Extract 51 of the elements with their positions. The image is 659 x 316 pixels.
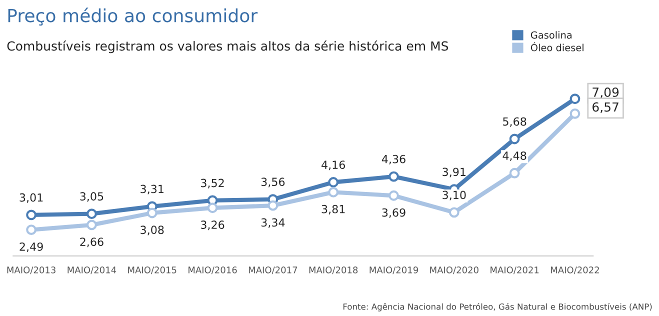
legend-label: Óleo diesel (530, 42, 584, 52)
data-label: 3,56 (261, 178, 285, 188)
data-label: 4,48 (502, 151, 526, 162)
point (388, 171, 399, 182)
point (86, 220, 97, 230)
point (570, 108, 580, 119)
x-tick-label: MAIO/2013 (7, 266, 56, 274)
data-label: 3,26 (201, 220, 224, 230)
data-label: 3,69 (382, 208, 406, 218)
data-label: 3,34 (261, 218, 285, 228)
data-label: 3,91 (442, 168, 466, 178)
data-label: 3,05 (80, 192, 104, 202)
data-label: 4,16 (322, 160, 346, 170)
chart-subtitle: Combustíveis registram os valores mais altos da série histórica em MS (7, 40, 448, 54)
point (388, 190, 399, 201)
data-label: 3,10 (442, 190, 466, 200)
point (509, 168, 520, 178)
x-tick-label: MAIO/2017 (248, 266, 298, 274)
source-note: Fonte: Agência Nacional do Petróleo, Gás Natural e Biocombustíveis (ANP) (343, 303, 652, 312)
point (328, 177, 339, 188)
x-tick-label: MAIO/2015 (128, 266, 176, 274)
point (509, 134, 520, 144)
point (26, 224, 37, 235)
data-label: 5,68 (503, 117, 526, 127)
point (570, 94, 580, 104)
point (26, 210, 37, 220)
point (146, 208, 158, 218)
data-label: 4,36 (382, 154, 406, 164)
x-tick-label: MAIO/2016 (188, 266, 237, 274)
x-tick-label: MAIO/2020 (430, 266, 478, 274)
point (448, 207, 460, 218)
x-tick-label: MAIO/2018 (309, 266, 358, 274)
data-label: 2,66 (80, 238, 104, 248)
data-label: 3,52 (201, 178, 224, 188)
x-tick-label: MAIO/2021 (490, 266, 539, 274)
data-label: 6,57 (592, 102, 618, 114)
x-tick-label: MAIO/2014 (68, 266, 116, 274)
data-label: 2,49 (20, 242, 43, 252)
data-label: 3,31 (140, 184, 164, 194)
data-label: 7,09 (592, 87, 619, 98)
data-label: 3,81 (322, 204, 345, 214)
x-tick-label: MAIO/2019 (370, 266, 418, 274)
chart-title: Preço médio ao consumidor (8, 8, 258, 26)
legend-label: Gasolina (530, 31, 572, 39)
data-label: 3,01 (20, 193, 43, 203)
data-label: 3,08 (140, 226, 164, 236)
point (86, 208, 97, 220)
point (207, 202, 218, 214)
point (328, 187, 339, 198)
x-tick-label: MAIO/2022 (550, 266, 599, 274)
point (268, 200, 278, 211)
